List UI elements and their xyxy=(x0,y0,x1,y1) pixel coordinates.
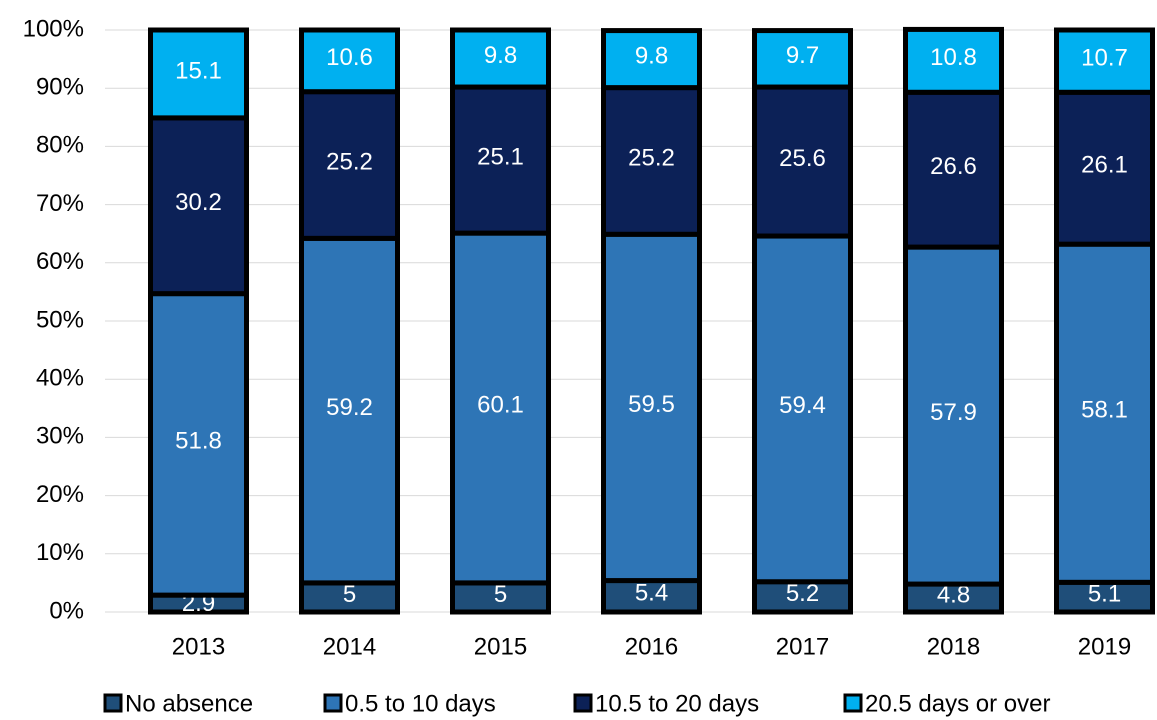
bar-segment xyxy=(299,580,400,615)
value-label: 5.4 xyxy=(635,580,668,607)
y-tick-label: 0% xyxy=(49,597,84,624)
legend-swatch xyxy=(323,693,343,713)
bar-segment xyxy=(601,578,702,615)
value-label: 26.1 xyxy=(1081,152,1128,179)
value-label: 26.6 xyxy=(930,153,977,180)
legend-label: 0.5 to 10 days xyxy=(345,690,496,717)
bar-segment xyxy=(1054,241,1155,585)
value-label: 5 xyxy=(343,581,356,608)
value-label: 9.8 xyxy=(635,42,668,69)
legend-label: No absence xyxy=(125,690,253,717)
bar-segment xyxy=(148,291,249,598)
bar-segment xyxy=(450,27,551,90)
x-tick-label: 2018 xyxy=(927,633,980,660)
bar-segment xyxy=(299,27,400,95)
bar-segment xyxy=(148,27,249,121)
value-label: 25.2 xyxy=(326,148,373,175)
value-label: 15.1 xyxy=(175,57,222,84)
y-tick-label: 60% xyxy=(36,248,84,275)
value-label: 59.2 xyxy=(326,394,373,421)
value-label: 59.4 xyxy=(779,392,826,419)
legend-swatch xyxy=(843,693,863,713)
y-tick-label: 20% xyxy=(36,481,84,508)
x-tick-label: 2013 xyxy=(172,633,225,660)
y-tick-label: 70% xyxy=(36,190,84,217)
y-tick-label: 50% xyxy=(36,306,84,333)
legend-label: 10.5 to 20 days xyxy=(595,690,759,717)
legend-label: 20.5 days or over xyxy=(865,690,1050,717)
value-label: 9.8 xyxy=(484,42,517,69)
y-tick-label: 30% xyxy=(36,423,84,450)
y-tick-label: 10% xyxy=(36,539,84,566)
value-label: 5.1 xyxy=(1088,581,1121,608)
bar-segment xyxy=(903,244,1004,587)
value-label: 30.2 xyxy=(175,189,222,216)
x-tick-label: 2015 xyxy=(474,633,527,660)
bar-segment xyxy=(752,84,853,239)
value-label: 57.9 xyxy=(930,399,977,426)
value-label: 5.2 xyxy=(786,580,819,607)
legend-swatch xyxy=(103,693,123,713)
x-tick-label: 2014 xyxy=(323,633,376,660)
value-label: 25.2 xyxy=(628,144,675,171)
bar-segment xyxy=(903,26,1004,95)
y-tick-label: 100% xyxy=(23,15,84,42)
bar-segment xyxy=(601,231,702,584)
value-label: 25.6 xyxy=(779,145,826,172)
legend-swatch xyxy=(573,693,593,713)
bar-segment xyxy=(601,85,702,237)
bar-segment xyxy=(752,28,853,90)
value-label: 60.1 xyxy=(477,391,524,418)
bar-segment xyxy=(752,579,853,615)
bar-segment xyxy=(903,89,1004,250)
x-tick-label: 2019 xyxy=(1078,633,1131,660)
bar-segment xyxy=(601,28,702,91)
bar-segment xyxy=(299,235,400,586)
value-label: 5 xyxy=(494,581,507,608)
value-label: 25.1 xyxy=(477,143,524,170)
value-label: 51.8 xyxy=(175,428,222,455)
value-label: 59.5 xyxy=(628,391,675,418)
bar-segment xyxy=(450,230,551,586)
y-tick-label: 90% xyxy=(36,74,84,101)
x-tick-label: 2017 xyxy=(776,633,829,660)
value-label: 9.7 xyxy=(786,42,819,69)
value-label: 10.8 xyxy=(930,44,977,71)
y-tick-label: 80% xyxy=(36,132,84,159)
bar-segment xyxy=(148,115,249,297)
bar-segment xyxy=(450,580,551,615)
value-label: 10.6 xyxy=(326,44,373,71)
value-label: 58.1 xyxy=(1081,397,1128,424)
bar-segment xyxy=(299,89,400,241)
x-tick-label: 2016 xyxy=(625,633,678,660)
bar-segment xyxy=(1054,27,1155,95)
y-tick-label: 40% xyxy=(36,365,84,392)
value-label: 10.7 xyxy=(1081,44,1128,71)
